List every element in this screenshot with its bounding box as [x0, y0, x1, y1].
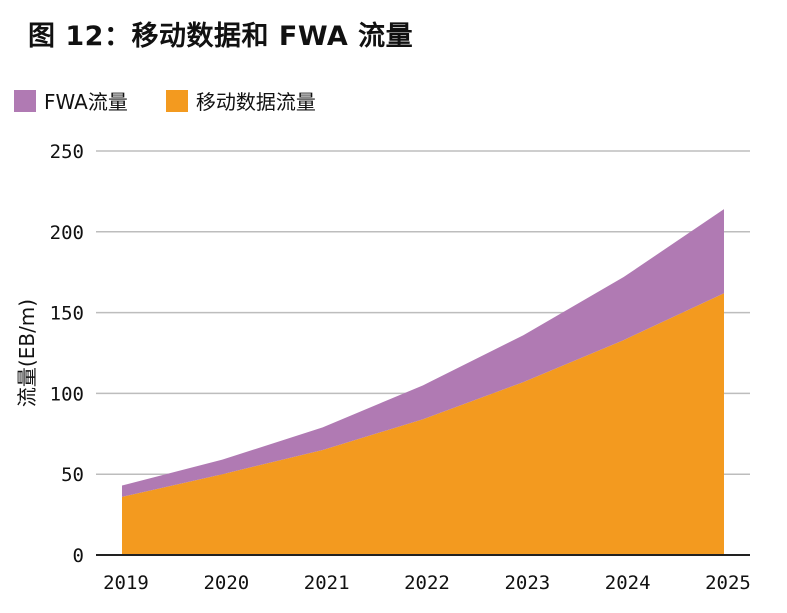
legend: FWA流量 移动数据流量	[14, 86, 354, 115]
legend-label-fwa: FWA流量	[44, 90, 128, 114]
x-tick-label-2019: 2019	[103, 572, 149, 594]
y-tick-label-50: 50	[61, 464, 84, 486]
y-tick-label-150: 150	[50, 303, 84, 325]
x-tick-label-2025: 2025	[705, 572, 751, 594]
y-tick-label-100: 100	[50, 383, 84, 405]
area-series-0	[122, 293, 724, 555]
y-axis-title: 流量(EB/m)	[15, 299, 39, 407]
x-tick-label-2020: 2020	[203, 572, 249, 594]
y-tick-label-200: 200	[50, 222, 84, 244]
x-tick-label-2024: 2024	[605, 572, 651, 594]
chart-title: 图 12：移动数据和 FWA 流量	[28, 21, 414, 52]
legend-item-fwa: FWA流量	[14, 86, 128, 115]
x-tick-label-2022: 2022	[404, 572, 450, 594]
x-tick-label-2023: 2023	[504, 572, 550, 594]
legend-swatch-mobile-data	[165, 89, 188, 112]
legend-label-mobile-data: 移动数据流量	[195, 90, 316, 114]
y-tick-label-0: 0	[73, 545, 84, 567]
legend-swatch-fwa	[14, 89, 36, 112]
x-tick-label-2021: 2021	[304, 572, 350, 594]
legend-item-mobile-data: 移动数据流量	[165, 86, 316, 115]
y-tick-label-250: 250	[50, 141, 84, 163]
